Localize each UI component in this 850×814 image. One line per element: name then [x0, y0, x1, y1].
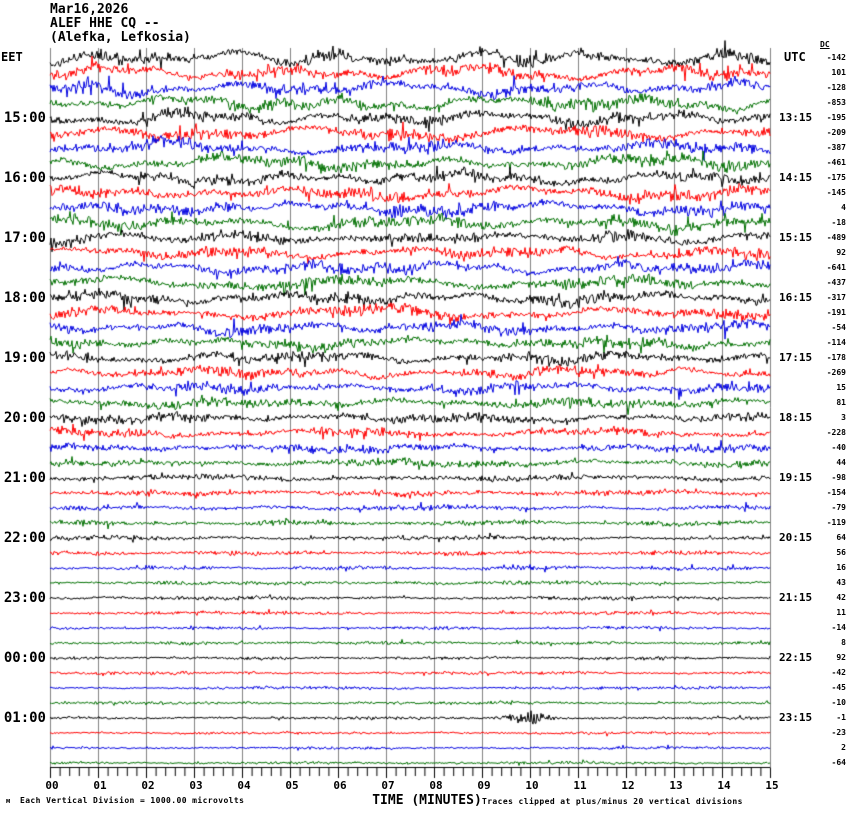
- hour-label-utc: 14:15: [779, 171, 813, 184]
- hour-label-utc: 16:15: [779, 291, 813, 304]
- minute-label: 04: [237, 779, 251, 792]
- dc-value: -145: [826, 188, 846, 197]
- dc-value: -191: [826, 308, 846, 317]
- dc-value: 101: [831, 68, 846, 77]
- minute-label: 14: [717, 779, 731, 792]
- left-timezone-label: EET: [1, 50, 23, 64]
- dc-value: -853: [826, 98, 846, 107]
- dc-value: -641: [826, 263, 846, 272]
- hour-label-eet: 17:00: [3, 230, 46, 246]
- dc-value: -387: [826, 143, 846, 152]
- dc-value: 44: [836, 458, 846, 467]
- hour-label-utc: 21:15: [779, 591, 813, 604]
- dc-value: -10: [831, 698, 846, 707]
- corner-mark: м: [6, 797, 11, 805]
- dc-value: -64: [831, 758, 846, 767]
- minute-label: 07: [381, 779, 395, 792]
- minute-label: 02: [141, 779, 155, 792]
- hour-label-utc: 23:15: [779, 711, 813, 724]
- dc-value: 3: [841, 413, 846, 422]
- dc-value: -14: [831, 623, 846, 632]
- dc-value: 2: [841, 743, 846, 752]
- minute-label: 06: [333, 779, 347, 792]
- hour-label-utc: 15:15: [779, 231, 813, 244]
- dc-value: -18: [831, 218, 846, 227]
- minute-label: 00: [45, 779, 59, 792]
- hour-label-eet: 18:00: [3, 290, 46, 306]
- dc-value: 92: [836, 653, 846, 662]
- hour-label-eet: 21:00: [3, 470, 46, 486]
- hour-label-eet: 00:00: [3, 650, 46, 666]
- hour-label-utc: 19:15: [779, 471, 813, 484]
- dc-value: -128: [826, 83, 846, 92]
- dc-value: 16: [836, 563, 846, 572]
- x-axis-title: TIME (MINUTES): [372, 793, 482, 808]
- dc-value: 92: [836, 248, 846, 257]
- minute-label: 08: [429, 779, 443, 792]
- dc-value: -489: [826, 233, 846, 242]
- dc-value: 11: [836, 608, 846, 617]
- dc-value: -98: [831, 473, 846, 482]
- dc-value: -42: [831, 668, 846, 677]
- minute-label: 09: [477, 779, 491, 792]
- minute-label: 13: [669, 779, 683, 792]
- dc-value: -23: [831, 728, 846, 737]
- dc-value: -45: [831, 683, 846, 692]
- dc-value: -40: [831, 443, 846, 452]
- minute-label: 01: [93, 779, 107, 792]
- hour-label-utc: 17:15: [779, 351, 813, 364]
- dc-value: 4: [841, 203, 846, 212]
- dc-value: 8: [841, 638, 846, 647]
- dc-value: -1: [836, 713, 846, 722]
- dc-value: -437: [826, 278, 846, 287]
- plot-date: Mar16,2026: [50, 2, 129, 17]
- dc-value: -317: [826, 293, 846, 302]
- dc-value: 15: [836, 383, 846, 392]
- hour-label-eet: 23:00: [3, 590, 46, 606]
- minute-label: 03: [189, 779, 203, 792]
- dc-value: -79: [831, 503, 846, 512]
- hour-label-eet: 01:00: [3, 710, 46, 726]
- hour-label-utc: 13:15: [779, 111, 813, 124]
- dc-value: -119: [826, 518, 846, 527]
- hour-label-utc: 22:15: [779, 651, 813, 664]
- hour-label-eet: 15:00: [3, 110, 46, 126]
- clip-note: Traces clipped at plus/minus 20 vertical…: [482, 797, 743, 806]
- dc-value: -154: [826, 488, 846, 497]
- dc-value: -195: [826, 113, 846, 122]
- dc-offset-header: DC: [820, 40, 830, 49]
- dc-value: -461: [826, 158, 846, 167]
- minute-label: 12: [621, 779, 635, 792]
- hour-label-utc: 18:15: [779, 411, 813, 424]
- hour-label-utc: 20:15: [779, 531, 813, 544]
- right-timezone-label: UTC: [784, 50, 806, 64]
- station-location: (Alefka, Lefkosia): [50, 30, 191, 45]
- dc-value: -178: [826, 353, 846, 362]
- hour-label-eet: 19:00: [3, 350, 46, 366]
- dc-value: -54: [831, 323, 846, 332]
- dc-value: -228: [826, 428, 846, 437]
- station-code: ALEF HHE CQ --: [50, 16, 160, 31]
- dc-value: 81: [836, 398, 846, 407]
- dc-value: 42: [836, 593, 846, 602]
- dc-value: -175: [826, 173, 846, 182]
- minute-label: 05: [285, 779, 299, 792]
- dc-value: 64: [836, 533, 846, 542]
- minute-label: 11: [573, 779, 587, 792]
- scale-note: Each Vertical Division = 1000.00 microvo…: [20, 796, 245, 805]
- dc-value: -142: [826, 53, 846, 62]
- dc-value: -269: [826, 368, 846, 377]
- minute-label: 15: [765, 779, 779, 792]
- hour-label-eet: 16:00: [3, 170, 46, 186]
- dc-value: 43: [836, 578, 846, 587]
- minute-label: 10: [525, 779, 539, 792]
- hour-label-eet: 20:00: [3, 410, 46, 426]
- dc-value: 56: [836, 548, 846, 557]
- dc-value: -114: [826, 338, 846, 347]
- dc-value: -209: [826, 128, 846, 137]
- hour-label-eet: 22:00: [3, 530, 46, 546]
